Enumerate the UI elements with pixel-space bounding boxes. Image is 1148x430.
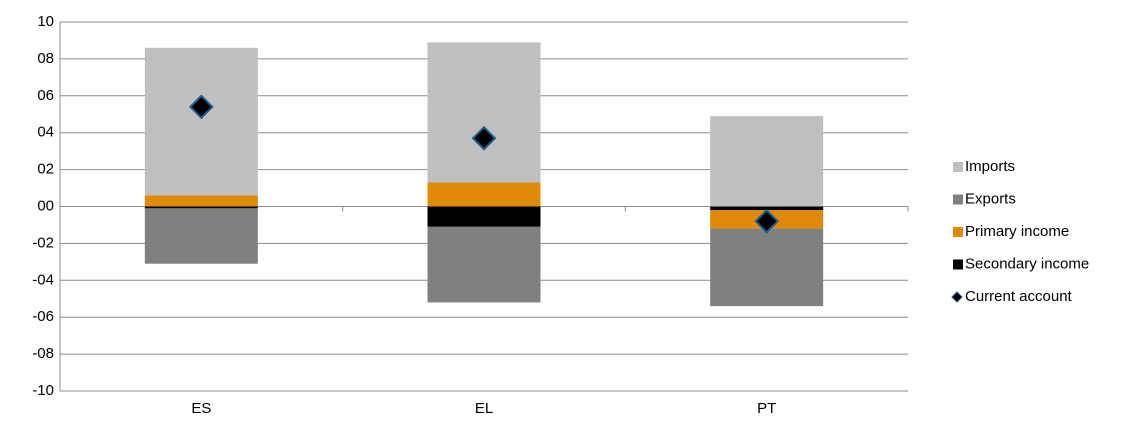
x-tick-label: ES	[191, 400, 211, 417]
y-tick-label: -04	[32, 271, 54, 288]
marker	[754, 208, 780, 234]
y-tick-label: -10	[32, 382, 54, 399]
y-tick-label: 04	[37, 124, 54, 141]
bar-segment	[710, 116, 824, 207]
bar-segment	[427, 42, 541, 183]
y-tick-label: 02	[37, 161, 54, 178]
bar-segment	[710, 206, 824, 211]
legend-swatch	[953, 227, 963, 237]
bar-segment	[427, 182, 541, 207]
bar-segment	[427, 226, 541, 303]
y-tick-label: -08	[32, 345, 54, 362]
bar-segment	[144, 195, 258, 207]
bar-segment	[144, 47, 258, 196]
legend-label: Secondary income	[965, 255, 1089, 272]
legend-label: Exports	[965, 190, 1016, 207]
bar-segment	[144, 208, 258, 264]
y-tick-label: 00	[37, 197, 54, 214]
legend-label: Current account	[965, 288, 1073, 305]
x-tick-label: EL	[475, 400, 493, 417]
y-tick-label: -02	[32, 234, 54, 251]
y-tick-label: -06	[32, 308, 54, 325]
legend-swatch	[953, 259, 963, 270]
y-tick-label: 08	[37, 50, 54, 67]
marker	[188, 94, 214, 120]
bar-segment	[144, 206, 258, 209]
x-tick-label: PT	[757, 400, 776, 417]
legend-swatch	[953, 194, 963, 205]
legend-swatch	[953, 162, 963, 172]
y-tick-label: 06	[37, 87, 54, 104]
bar-segment	[427, 206, 541, 227]
marker	[471, 125, 497, 151]
y-tick-label: 10	[37, 13, 54, 30]
bar-segment	[710, 228, 824, 307]
legend-marker	[951, 291, 963, 303]
legend-label: Imports	[965, 158, 1015, 175]
legend-label: Primary income	[965, 223, 1069, 240]
